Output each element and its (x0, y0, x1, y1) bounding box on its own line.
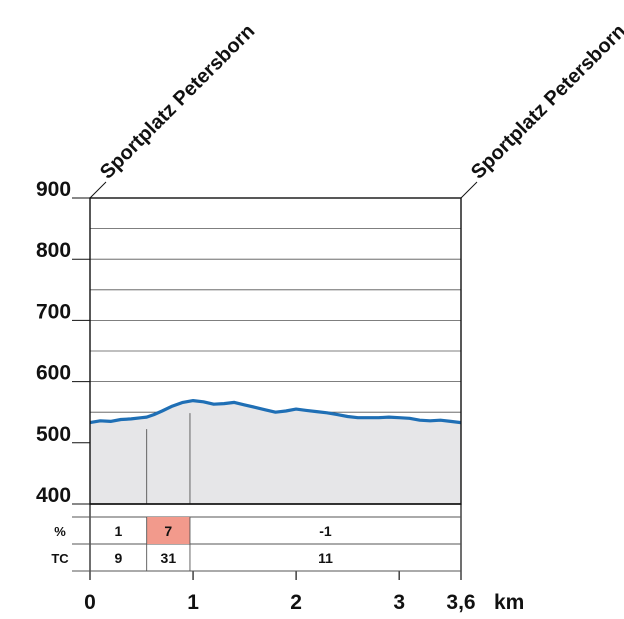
waypoint-label: Sportplatz Petersborn (467, 20, 624, 183)
x-tick-label: 2 (290, 591, 302, 614)
y-tick-label: 800 (36, 239, 71, 262)
segment-tc: 31 (161, 550, 177, 566)
y-axis-ticks: 400 500 600 700 800 900 (36, 178, 90, 507)
segment-tc: 9 (114, 550, 122, 566)
y-tick-label: 400 (36, 484, 71, 507)
x-tick-label: 1 (187, 591, 199, 614)
segment-grade: -1 (319, 523, 332, 539)
segment-highlight (146, 517, 190, 544)
elevation-area (90, 400, 461, 504)
segment-grade: 7 (164, 523, 172, 539)
row-label-tc: TC (51, 551, 69, 566)
y-tick-label: 500 (36, 423, 71, 446)
elevation-line (89, 399, 462, 425)
y-tick-label: 900 (36, 178, 71, 201)
x-axis-unit: km (494, 591, 524, 614)
x-tick-label: 0 (84, 591, 96, 614)
segment-table: % TC 1 9 7 31 -1 11 (51, 516, 461, 572)
x-tick-label: 3 (393, 591, 405, 614)
segment-grade: 1 (114, 523, 122, 539)
x-tick-label: 3,6 (446, 591, 475, 614)
waypoint-label: Sportplatz Petersborn (96, 20, 259, 183)
x-axis-ticks: 0 1 2 3 3,6 (84, 503, 476, 614)
waypoint-labels: Sportplatz Petersborn Sportplatz Petersbo… (89, 20, 624, 199)
segment-tc: 11 (318, 550, 333, 566)
y-tick-label: 700 (36, 300, 71, 323)
waypoint-leader (89, 181, 107, 199)
y-tick-label: 600 (36, 362, 71, 385)
waypoint-leader (460, 181, 478, 199)
row-label-grade: % (54, 524, 66, 539)
